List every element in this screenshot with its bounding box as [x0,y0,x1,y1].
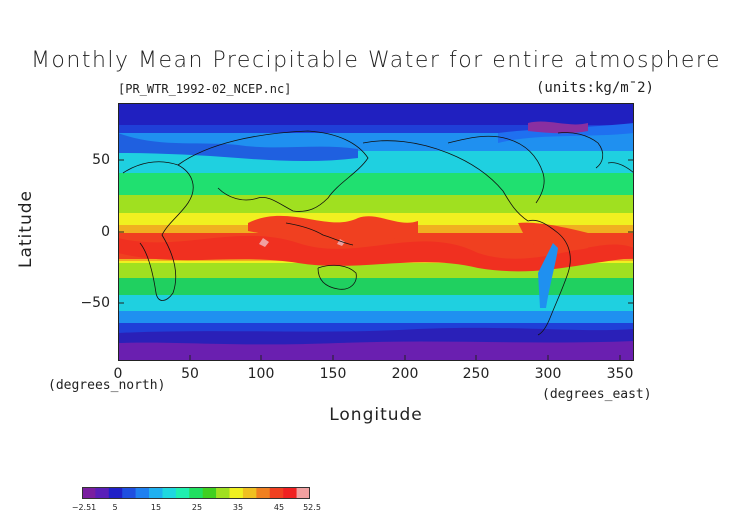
x-unit-label: (degrees_east) [542,387,652,402]
colorbar-swatch [242,487,257,499]
colorbar-tick-label: 25 [191,503,203,512]
map-title: Monthly Mean Precipitable Water for enti… [30,48,722,73]
colorbar-swatch [162,487,177,499]
colorbar-swatch [256,487,271,499]
colorbar-tick-label: −2.51 [71,503,97,512]
colorbar-tick-label: 45 [273,503,285,512]
y-axis-label: Latitude [16,190,36,268]
colorbar-swatch [108,487,123,499]
y-unit-label: (degrees_north) [48,378,166,393]
precipitable-water-map [118,103,634,361]
colorbar-swatch [283,487,297,499]
x-tick-150: 150 [319,366,347,382]
x-tick-200: 200 [391,366,419,382]
colorbar-swatch [229,487,244,499]
units-label: (units:kg/m¯2) [535,80,654,96]
colorbar-swatch [269,487,284,499]
colorbar-swatch [296,487,310,499]
colorbar-tick-label: 5 [112,503,118,512]
colorbar-tick-label: 35 [232,503,244,512]
y-tick-0: 0 [101,224,110,240]
colorbar-swatch [122,487,136,499]
colorbar-tick-label: 15 [150,503,162,512]
colorbar-border [82,487,310,499]
colorbar-swatch [135,487,150,499]
colorbar-swatch [202,487,217,499]
colorbar-swatch [216,487,230,499]
colorbar-swatch [149,487,163,499]
colorbar-swatch [175,487,190,499]
x-axis-label: Longitude [329,405,423,425]
colorbar [82,487,310,499]
x-tick-300: 300 [534,366,562,382]
colorbar-tick-label: 52.5 [303,503,321,512]
x-tick-100: 100 [247,366,275,382]
x-tick-0: 0 [113,366,123,382]
x-tick-350: 350 [606,366,634,382]
y-tick-minus-50: −50 [80,295,110,311]
y-tick-50: 50 [92,152,110,168]
x-tick-50: 50 [181,366,199,382]
x-tick-250: 250 [462,366,490,382]
dataset-filename: [PR_WTR_1992-02_NCEP.nc] [118,82,292,96]
colorbar-swatch [189,487,203,499]
colorbar-swatch [95,487,110,499]
colorbar-swatch [82,487,96,499]
